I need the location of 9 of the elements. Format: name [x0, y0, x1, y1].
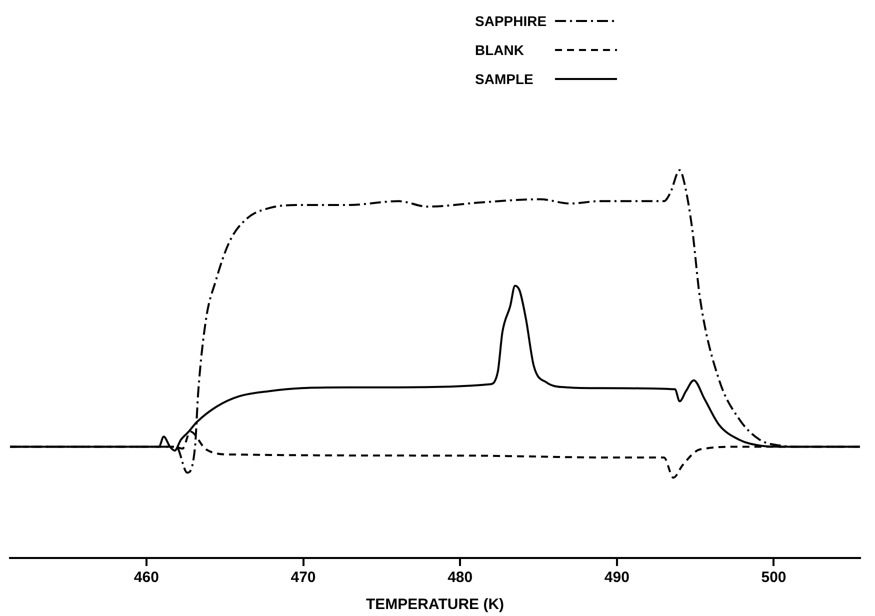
x-tick-label: 460: [134, 569, 159, 586]
legend-label: BLANK: [475, 42, 525, 58]
x-tick-label: 480: [448, 569, 473, 586]
x-tick-label: 490: [604, 569, 630, 586]
x-tick-label: 470: [290, 569, 316, 586]
x-tick-label: 500: [761, 569, 786, 586]
legend-label: SAMPLE: [475, 70, 534, 86]
x-axis-title: TEMPERATURE (K): [366, 596, 504, 614]
legend-label: SAPPHIRE: [475, 12, 548, 28]
